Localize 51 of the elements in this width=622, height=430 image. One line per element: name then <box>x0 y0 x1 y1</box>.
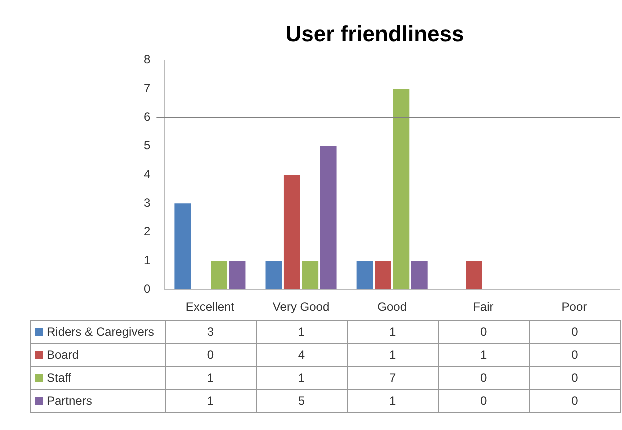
data-label: 1 <box>256 320 348 344</box>
data-label: 0 <box>438 320 530 344</box>
bar <box>375 260 392 290</box>
bar <box>356 260 374 290</box>
legend-label: Riders & Caregivers <box>30 320 166 344</box>
data-label: 1 <box>347 390 438 412</box>
y-tick-label: 6 <box>144 110 151 124</box>
data-label: 0 <box>529 344 620 366</box>
data-label: 0 <box>438 366 530 390</box>
data-label: 1 <box>165 390 256 412</box>
data-label: 0 <box>438 390 530 412</box>
y-tick-label: 2 <box>144 224 151 239</box>
chart-title: User friendliness <box>286 21 464 46</box>
y-tick-label: 3 <box>144 196 151 210</box>
bar <box>284 175 300 290</box>
bar <box>466 260 482 290</box>
x-tick-label: Fair <box>473 300 494 314</box>
data-label: 0 <box>165 344 256 366</box>
x-tick-label: Very Good <box>272 300 330 314</box>
bar <box>302 260 319 290</box>
data-label: 1 <box>165 366 256 390</box>
bar <box>229 260 246 290</box>
data-label: 0 <box>529 320 620 344</box>
y-tick-label: 1 <box>144 253 151 268</box>
data-label: 1 <box>347 344 438 366</box>
y-tick-label: 8 <box>144 52 151 67</box>
y-tick-label: 4 <box>144 167 151 182</box>
x-tick-label: Good <box>378 300 408 314</box>
data-label: 4 <box>256 344 348 366</box>
bar <box>411 260 428 290</box>
data-label: 7 <box>347 366 438 390</box>
bar <box>320 146 337 290</box>
bar <box>266 260 282 290</box>
data-label: 0 <box>529 366 620 390</box>
legend-label: Staff <box>30 366 166 390</box>
bar <box>174 204 192 290</box>
x-tick-label: Excellent <box>186 300 236 314</box>
data-label: 1 <box>347 320 438 344</box>
data-label: 5 <box>256 390 348 412</box>
y-tick-label: 5 <box>144 138 151 153</box>
x-tick-label: Poor <box>562 300 588 314</box>
data-label: 0 <box>529 390 620 412</box>
data-label: 1 <box>438 344 530 366</box>
legend-label: Board <box>30 344 166 366</box>
data-label: 3 <box>165 320 256 344</box>
bar <box>211 260 228 290</box>
bar <box>393 89 410 290</box>
y-tick-label: 7 <box>144 81 151 96</box>
legend-label: Partners <box>30 390 166 412</box>
data-label: 1 <box>256 366 348 390</box>
y-tick-label: 0 <box>144 282 151 296</box>
